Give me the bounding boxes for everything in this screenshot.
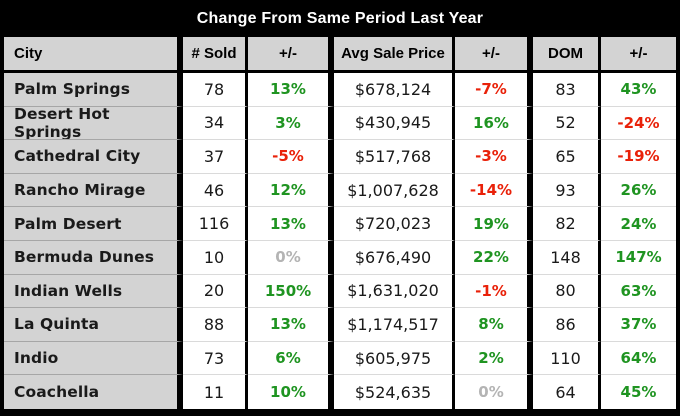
table-row: Palm Springs 78 13% $678,124 -7% 83 43%	[4, 73, 676, 107]
price-change-cell: 19%	[455, 207, 533, 241]
dom-change-cell: -24%	[601, 106, 676, 141]
dom-change-cell: 37%	[601, 308, 676, 342]
price-change-cell: -3%	[455, 140, 533, 174]
sold-change-cell: 0%	[248, 240, 334, 275]
city-cell: Palm Desert	[4, 207, 183, 241]
table-row: La Quinta 88 13% $1,174,517 8% 86 37%	[4, 308, 676, 342]
dom-cell: 82	[533, 207, 601, 241]
dom-cell: 83	[533, 73, 601, 107]
city-cell: Indian Wells	[4, 274, 183, 309]
dom-change-cell: 45%	[601, 375, 676, 409]
table-row: Bermuda Dunes 10 0% $676,490 22% 148 147%	[4, 240, 676, 275]
price-change-cell: 22%	[455, 240, 533, 275]
sold-change-cell: 6%	[248, 341, 334, 376]
sold-change-cell: 13%	[248, 308, 334, 342]
avg-price-cell: $605,975	[334, 341, 455, 376]
dom-cell: 65	[533, 140, 601, 174]
table-row: Palm Desert 116 13% $720,023 19% 82 24%	[4, 207, 676, 241]
table-row: Rancho Mirage 46 12% $1,007,628 -14% 93 26%	[4, 173, 676, 208]
sold-cell: 34	[183, 106, 248, 141]
city-cell: Desert Hot Springs	[4, 106, 183, 141]
dom-cell: 86	[533, 308, 601, 342]
col-header-dom: DOM	[533, 37, 601, 70]
data-table: City # Sold +/- Avg Sale Price +/- DOM +…	[4, 37, 676, 409]
avg-price-cell: $676,490	[334, 240, 455, 275]
sold-cell: 37	[183, 140, 248, 174]
sold-cell: 46	[183, 173, 248, 208]
table-header-row: City # Sold +/- Avg Sale Price +/- DOM +…	[4, 37, 676, 70]
price-change-cell: 2%	[455, 341, 533, 376]
city-cell: Cathedral City	[4, 140, 183, 174]
table-rows: Palm Springs 78 13% $678,124 -7% 83 43% Desert …	[4, 73, 676, 409]
sold-cell: 88	[183, 308, 248, 342]
avg-price-cell: $430,945	[334, 106, 455, 141]
price-change-cell: -1%	[455, 274, 533, 309]
sold-cell: 73	[183, 341, 248, 376]
avg-price-cell: $517,768	[334, 140, 455, 174]
sold-cell: 116	[183, 207, 248, 241]
dom-cell: 52	[533, 106, 601, 141]
city-cell: La Quinta	[4, 308, 183, 342]
sold-cell: 20	[183, 274, 248, 309]
dom-change-cell: 24%	[601, 207, 676, 241]
table-title: Change From Same Period Last Year	[196, 9, 484, 27]
dom-change-cell: -19%	[601, 140, 676, 174]
avg-price-cell: $1,631,020	[334, 274, 455, 309]
avg-price-cell: $678,124	[334, 73, 455, 107]
city-cell: Coachella	[4, 375, 183, 409]
sold-cell: 10	[183, 240, 248, 275]
table-row: Indian Wells 20 150% $1,631,020 -1% 80 63%	[4, 274, 676, 309]
dom-change-cell: 63%	[601, 274, 676, 309]
avg-price-cell: $524,635	[334, 375, 455, 409]
sold-change-cell: 150%	[248, 274, 334, 309]
price-change-cell: -14%	[455, 173, 533, 208]
avg-price-cell: $1,007,628	[334, 173, 455, 208]
col-header-price-change: +/-	[455, 37, 533, 70]
price-change-cell: -7%	[455, 73, 533, 107]
sold-cell: 78	[183, 73, 248, 107]
price-change-cell: 0%	[455, 375, 533, 409]
dom-cell: 64	[533, 375, 601, 409]
col-header-sold-change: +/-	[248, 37, 334, 70]
city-cell: Bermuda Dunes	[4, 240, 183, 275]
city-cell: Palm Springs	[4, 73, 183, 107]
col-header-avg-sale-price: Avg Sale Price	[334, 37, 455, 70]
table-row: Desert Hot Springs 34 3% $430,945 16% 52 -24%	[4, 106, 676, 141]
sold-change-cell: 12%	[248, 173, 334, 208]
sold-change-cell: 13%	[248, 73, 334, 107]
dom-cell: 80	[533, 274, 601, 309]
col-header-sold: # Sold	[183, 37, 248, 70]
sold-change-cell: 3%	[248, 106, 334, 141]
dom-change-cell: 147%	[601, 240, 676, 275]
table-row: Indio 73 6% $605,975 2% 110 64%	[4, 341, 676, 376]
dom-change-cell: 26%	[601, 173, 676, 208]
dom-cell: 110	[533, 341, 601, 376]
avg-price-cell: $1,174,517	[334, 308, 455, 342]
sold-change-cell: 10%	[248, 375, 334, 409]
city-cell: Indio	[4, 341, 183, 376]
dom-change-cell: 64%	[601, 341, 676, 376]
col-header-city: City	[4, 37, 183, 70]
dom-cell: 93	[533, 173, 601, 208]
sold-cell: 11	[183, 375, 248, 409]
table-row: Coachella 11 10% $524,635 0% 64 45%	[4, 375, 676, 409]
avg-price-cell: $720,023	[334, 207, 455, 241]
price-change-cell: 16%	[455, 106, 533, 141]
sold-change-cell: 13%	[248, 207, 334, 241]
dom-change-cell: 43%	[601, 73, 676, 107]
col-header-dom-change: +/-	[601, 37, 676, 70]
sold-change-cell: -5%	[248, 140, 334, 174]
dom-cell: 148	[533, 240, 601, 275]
price-change-cell: 8%	[455, 308, 533, 342]
city-cell: Rancho Mirage	[4, 173, 183, 208]
table-row: Cathedral City 37 -5% $517,768 -3% 65 -19%	[4, 140, 676, 174]
